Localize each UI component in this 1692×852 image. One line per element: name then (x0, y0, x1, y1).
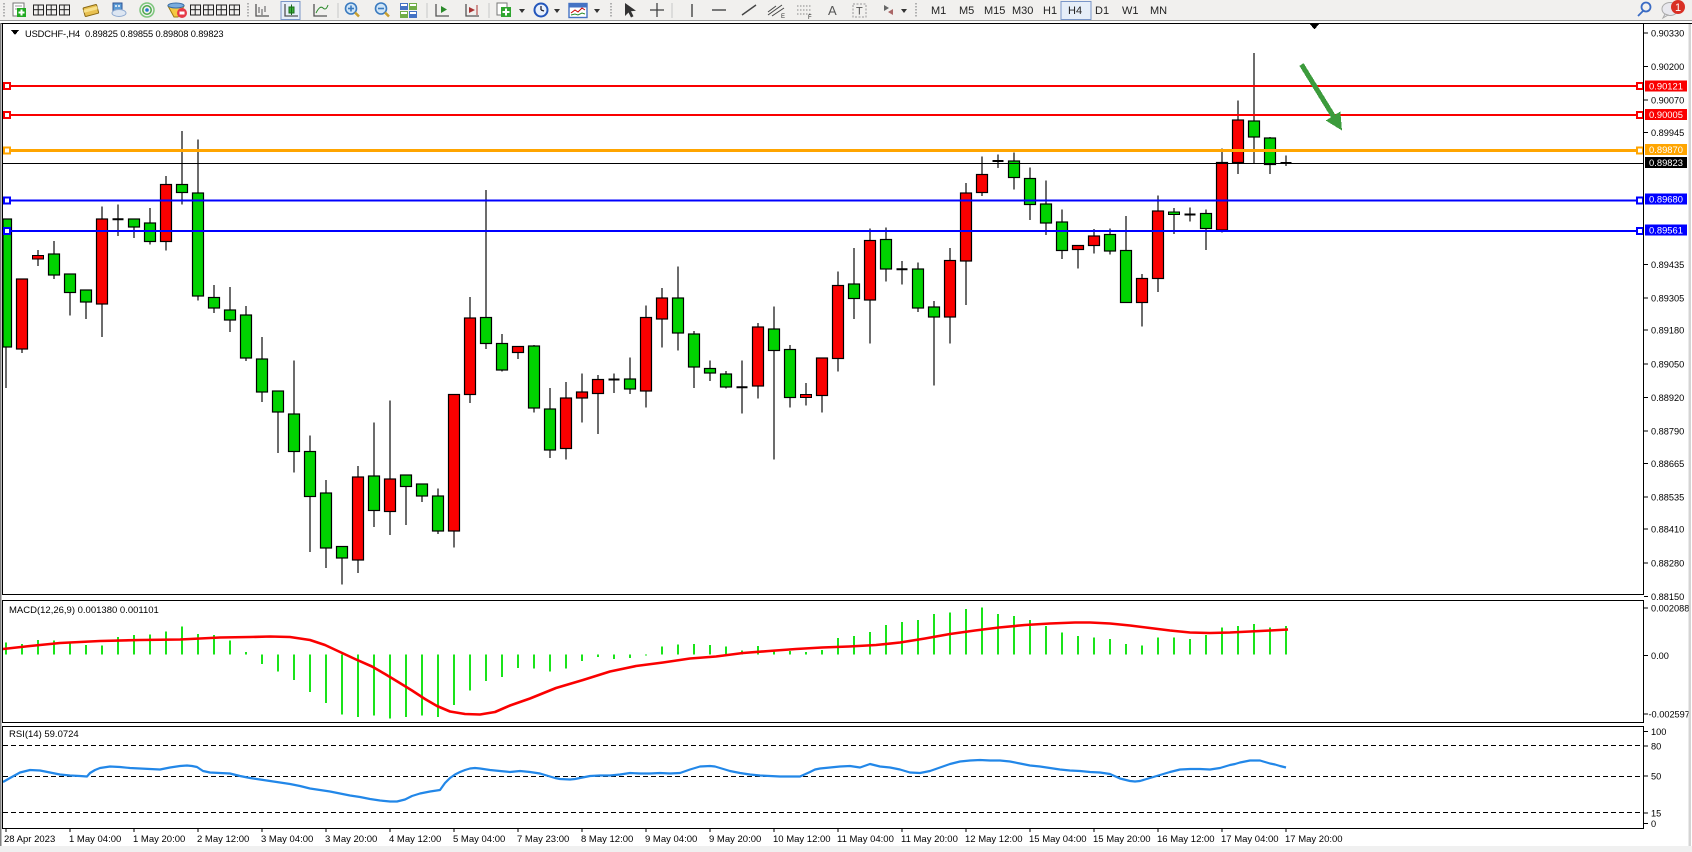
svg-text:E: E (781, 14, 785, 20)
svg-text:0: 0 (1651, 819, 1656, 829)
svg-text:10 May 12:00: 10 May 12:00 (773, 834, 831, 845)
svg-text:M5: M5 (959, 5, 974, 17)
svg-text:17 May 20:00: 17 May 20:00 (1285, 834, 1343, 845)
svg-text:A: A (828, 3, 837, 18)
svg-text:MN: MN (1150, 5, 1167, 17)
svg-text:M15: M15 (984, 5, 1005, 17)
svg-text:0.89561: 0.89561 (1649, 225, 1683, 236)
svg-text:0.89870: 0.89870 (1649, 144, 1683, 155)
svg-text:50: 50 (1651, 772, 1661, 782)
svg-text:MACD(12,26,9) 0.001380 0.00110: MACD(12,26,9) 0.001380 0.001101 (9, 605, 159, 616)
svg-text:0.88280: 0.88280 (1651, 558, 1684, 568)
svg-text:H4: H4 (1068, 5, 1082, 17)
svg-text:0.88150: 0.88150 (1651, 592, 1684, 602)
svg-text:-0.002597: -0.002597 (1649, 710, 1690, 720)
svg-text:1 May 20:00: 1 May 20:00 (133, 834, 185, 845)
svg-text:0.88790: 0.88790 (1651, 427, 1684, 437)
svg-text:100: 100 (1651, 727, 1666, 737)
svg-text:0.89305: 0.89305 (1651, 293, 1684, 303)
svg-text:0.89180: 0.89180 (1651, 326, 1684, 336)
svg-text:0.89435: 0.89435 (1651, 260, 1684, 270)
svg-text:80: 80 (1651, 742, 1661, 752)
svg-text:0.88535: 0.88535 (1651, 492, 1684, 502)
svg-text:H1: H1 (1043, 5, 1057, 17)
svg-text:7 May 23:00: 7 May 23:00 (517, 834, 569, 845)
svg-text:3 May 04:00: 3 May 04:00 (261, 834, 313, 845)
svg-text:M1: M1 (931, 5, 946, 17)
svg-text:USDCHF-,H4 0.89825 0.89855 0.: USDCHF-,H4 0.89825 0.89855 0.89808 0.898… (25, 29, 223, 39)
svg-text:1 May 04:00: 1 May 04:00 (69, 834, 121, 845)
svg-text:M30: M30 (1012, 5, 1033, 17)
svg-text:16 May 12:00: 16 May 12:00 (1157, 834, 1215, 845)
svg-text:15 May 04:00: 15 May 04:00 (1029, 834, 1087, 845)
svg-text:0.89823: 0.89823 (1649, 157, 1683, 168)
svg-text:2 May 12:00: 2 May 12:00 (197, 834, 249, 845)
svg-text:8 May 12:00: 8 May 12:00 (581, 834, 633, 845)
svg-text:3 May 20:00: 3 May 20:00 (325, 834, 377, 845)
svg-text:9 May 20:00: 9 May 20:00 (709, 834, 761, 845)
svg-text:W1: W1 (1122, 5, 1139, 17)
svg-text:0.90330: 0.90330 (1651, 29, 1684, 39)
svg-text:12 May 12:00: 12 May 12:00 (965, 834, 1023, 845)
svg-text:0.002088: 0.002088 (1651, 604, 1689, 614)
svg-text:0.90121: 0.90121 (1649, 81, 1683, 92)
svg-text:15 May 20:00: 15 May 20:00 (1093, 834, 1151, 845)
svg-text:0.88920: 0.88920 (1651, 393, 1684, 403)
svg-text:0.88665: 0.88665 (1651, 459, 1684, 469)
svg-text:0.00: 0.00 (1651, 651, 1669, 661)
svg-text:17 May 04:00: 17 May 04:00 (1221, 834, 1279, 845)
svg-text:5 May 04:00: 5 May 04:00 (453, 834, 505, 845)
svg-text:1: 1 (1675, 2, 1681, 14)
svg-text:15: 15 (1651, 809, 1661, 819)
svg-text:T: T (856, 6, 863, 18)
svg-text:0.89050: 0.89050 (1651, 359, 1684, 369)
svg-text:0.90070: 0.90070 (1651, 96, 1684, 106)
svg-text:RSI(14) 59.0724: RSI(14) 59.0724 (9, 729, 79, 740)
svg-text:F: F (808, 15, 812, 21)
svg-text:D1: D1 (1095, 5, 1109, 17)
svg-text:0.88410: 0.88410 (1651, 525, 1684, 535)
svg-text:0.90200: 0.90200 (1651, 62, 1684, 72)
svg-text:11 May 20:00: 11 May 20:00 (901, 834, 958, 845)
svg-text:0.90005: 0.90005 (1649, 109, 1683, 120)
svg-text:9 May 04:00: 9 May 04:00 (645, 834, 697, 845)
svg-text:4 May 12:00: 4 May 12:00 (389, 834, 441, 845)
svg-text:28 Apr 2023: 28 Apr 2023 (4, 834, 55, 845)
svg-text:0.89680: 0.89680 (1649, 194, 1683, 205)
svg-text:0.89945: 0.89945 (1651, 128, 1684, 138)
svg-text:11 May 04:00: 11 May 04:00 (837, 834, 894, 845)
